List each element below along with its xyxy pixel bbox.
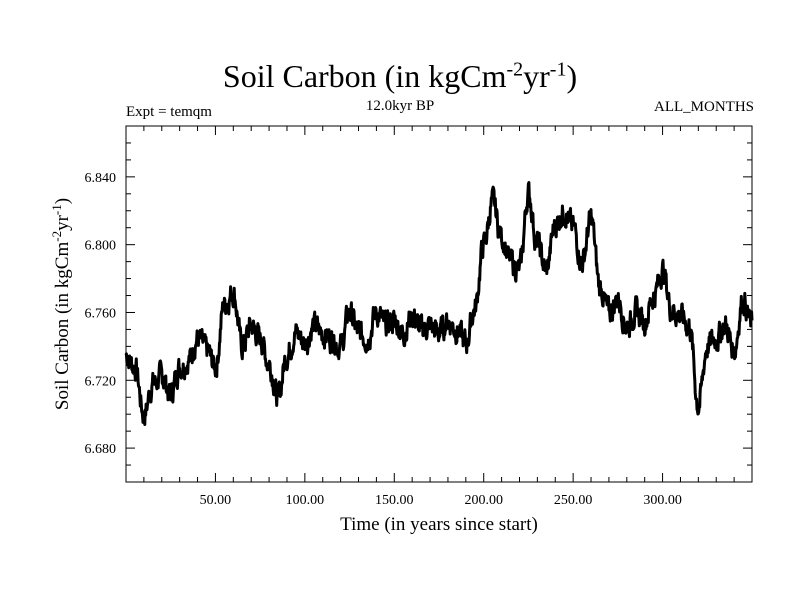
x-tick-label: 300.00 — [643, 493, 682, 508]
y-axis-label: Soil Carbon (in kgCm-2yr-1) — [49, 198, 74, 410]
experiment-label: Expt = temqm — [126, 104, 212, 120]
y-tick-label: 6.840 — [85, 171, 117, 186]
chart-subtitle: 12.0kyr BP — [365, 98, 435, 114]
y-tick-label: 6.760 — [85, 306, 117, 321]
plot-frame — [125, 125, 753, 483]
y-tick-label: 6.720 — [85, 374, 117, 389]
y-tick-label: 6.800 — [85, 239, 117, 254]
x-tick-label: 50.00 — [200, 493, 232, 508]
months-label: ALL_MONTHS — [654, 99, 754, 115]
x-tick-label: 200.00 — [464, 493, 503, 508]
x-tick-label: 100.00 — [286, 493, 325, 508]
series-line — [124, 181, 754, 426]
axis-ticks — [126, 126, 752, 482]
x-tick-label: 150.00 — [375, 493, 414, 508]
chart-title: Soil Carbon (in kgCm-2yr-1) — [222, 58, 578, 94]
x-axis-label: Time (in years since start) — [340, 514, 538, 535]
x-tick-label: 250.00 — [554, 493, 593, 508]
y-tick-label: 6.680 — [85, 442, 117, 457]
axis-tick-labels: 50.00 100.00 150.00 200.00 250.00 300.00 6.680… — [85, 171, 682, 508]
